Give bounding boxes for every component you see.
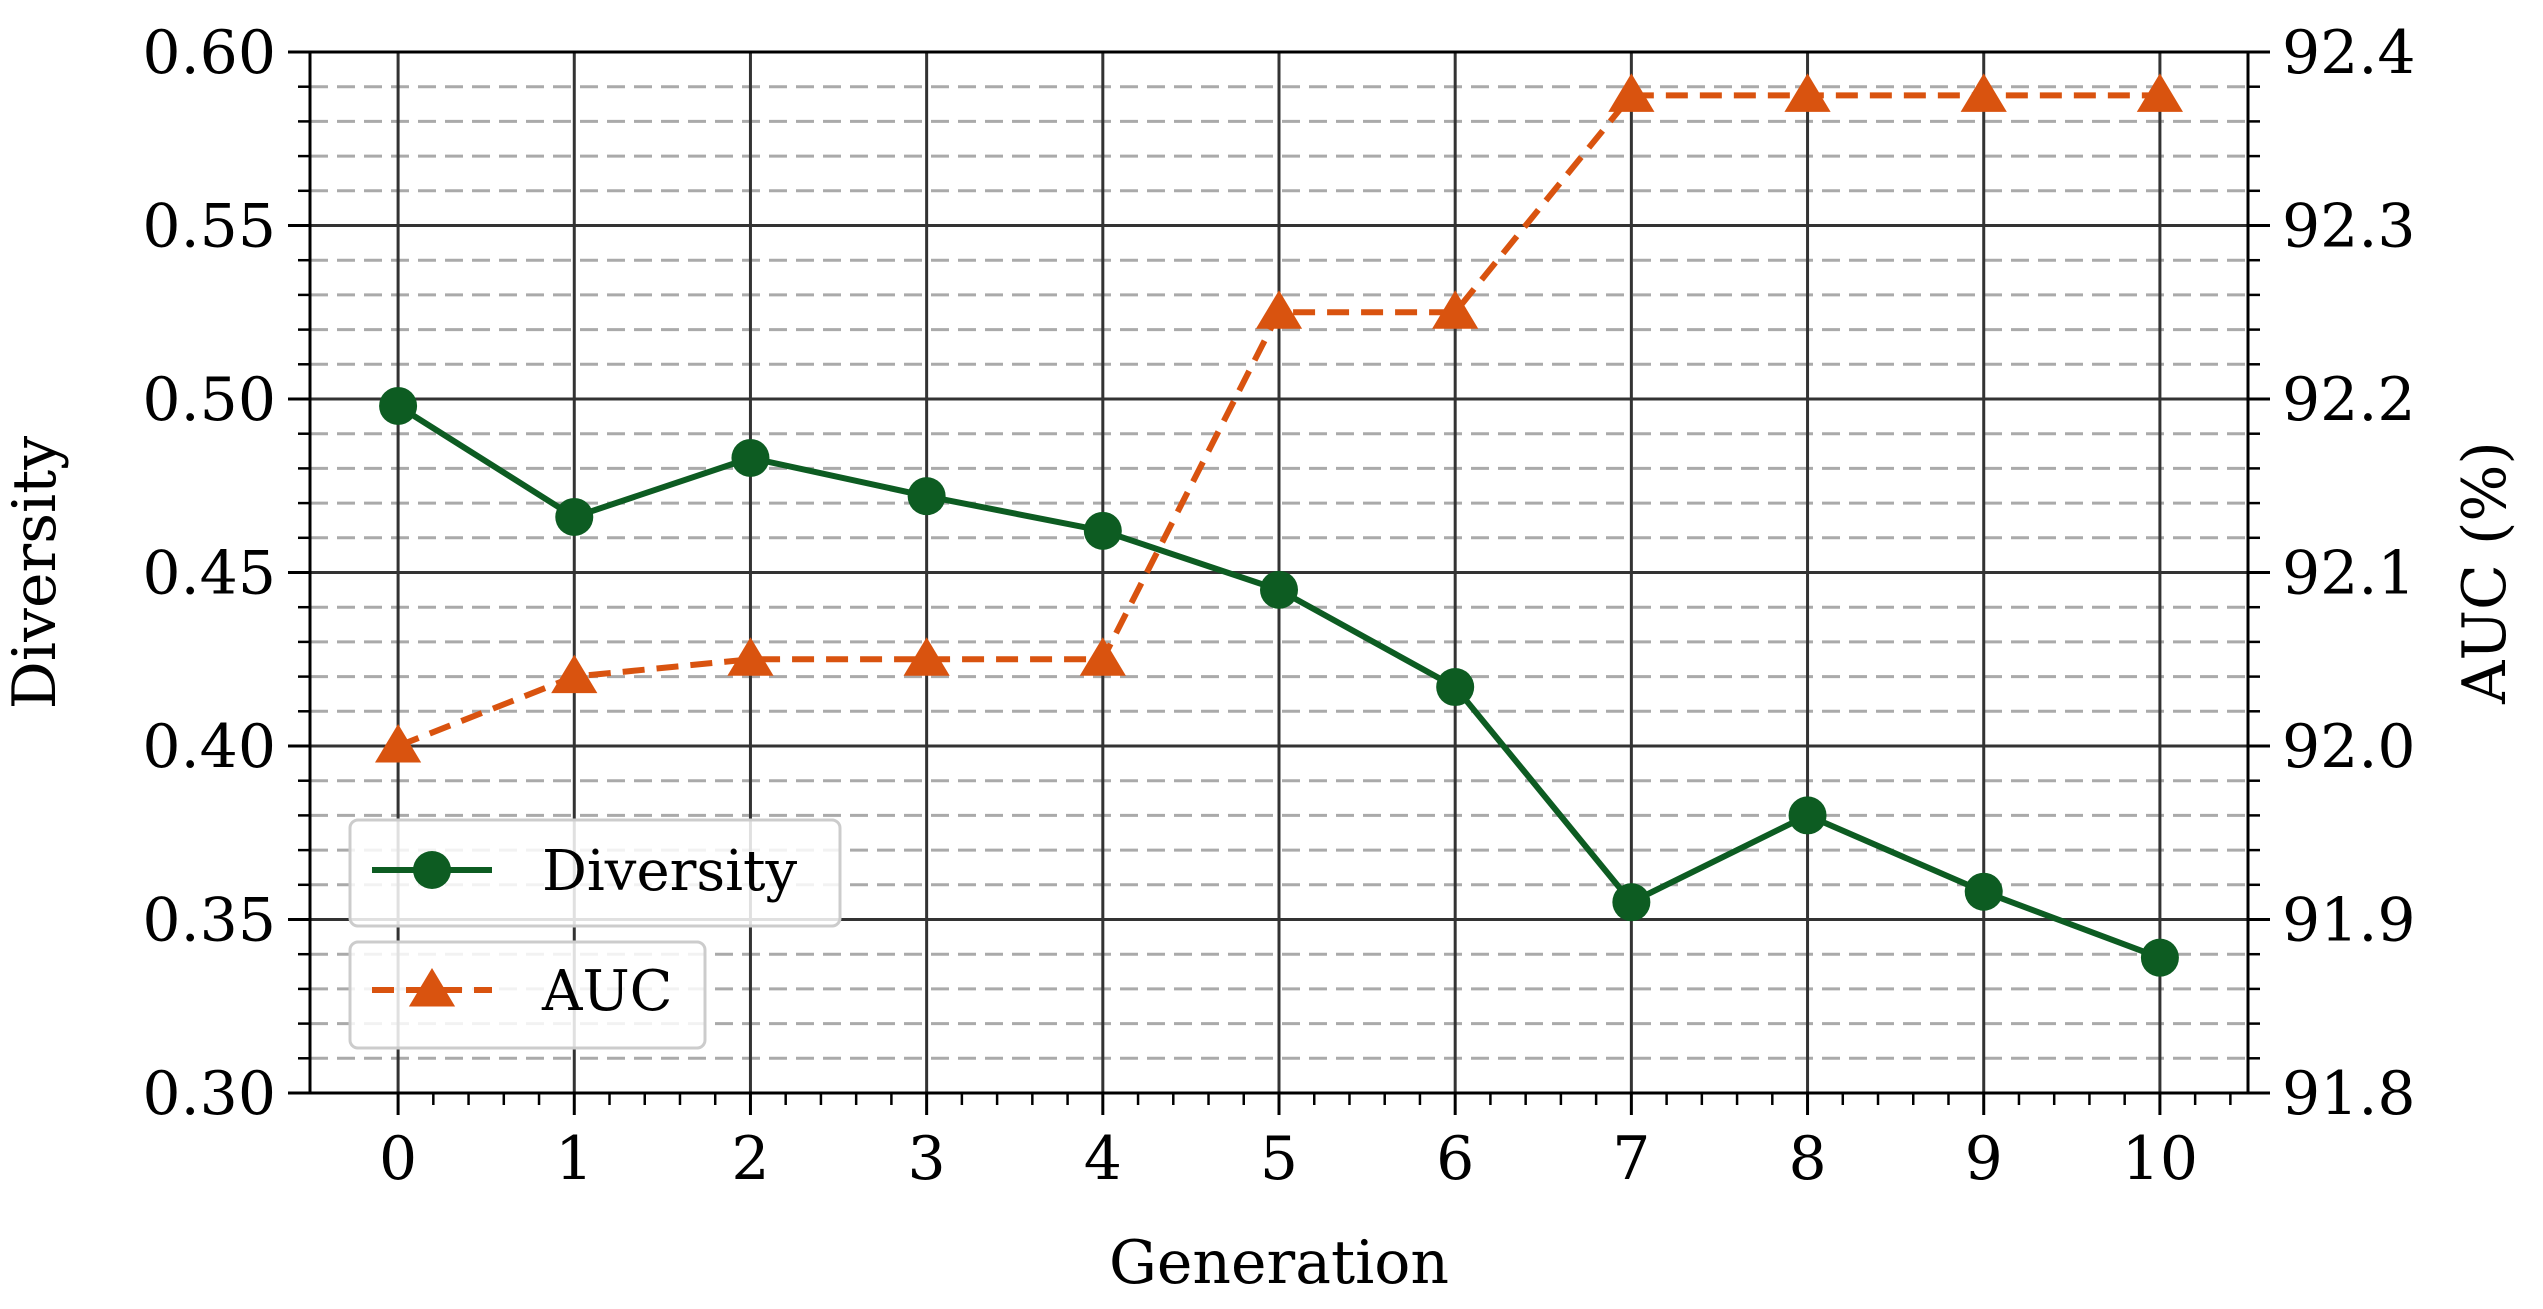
right-y-tick-label: 92.3 [2282,192,2416,262]
left-y-tick-label: 0.35 [142,886,276,956]
legend-marker-diversity [413,851,451,889]
tick-labels: 0.30 0.35 0.40 0.45 0.50 0.55 0.60 91.8 91.9 92.0… [142,18,2415,1194]
right-y-tick-label: 91.8 [2282,1059,2416,1129]
x-tick-label: 3 [908,1124,946,1194]
data-point-diversity [1612,883,1651,922]
x-tick-label: 5 [1260,1124,1298,1194]
x-tick-label: 2 [731,1124,769,1194]
right-y-axis-label: AUC (%) [2450,441,2520,705]
x-tick-label: 9 [1965,1124,2003,1194]
left-y-tick-label: 0.55 [142,192,276,262]
x-tick-label: 1 [555,1124,593,1194]
left-y-tick-label: 0.40 [142,712,276,782]
legend-marker-auc [408,968,456,1007]
data-point-auc [1432,290,1479,329]
x-tick-label: 0 [379,1124,417,1194]
x-tick-label: 6 [1436,1124,1474,1194]
data-point-auc [903,637,950,676]
data-point-auc [551,654,598,694]
data-point-diversity [907,477,946,516]
data-point-auc [1608,73,1655,112]
data-point-diversity [731,438,770,477]
right-y-tick-label: 92.4 [2282,18,2416,88]
right-y-tick-label: 92.2 [2282,365,2416,435]
left-y-tick-label: 0.45 [142,539,276,609]
data-point-diversity [1083,511,1122,550]
left-y-tick-label: 0.30 [142,1059,276,1129]
right-y-tick-label: 92.1 [2282,539,2416,609]
legend: Diversity AUC [348,818,842,1050]
x-tick-label: 7 [1612,1124,1650,1194]
legend-box-diversity [348,818,842,928]
left-y-tick-label: 0.50 [142,365,276,435]
legend-label-auc: AUC [541,959,672,1024]
series-layer [374,73,2184,977]
right-y-tick-label: 91.9 [2282,886,2416,956]
data-point-diversity [1964,872,2003,911]
left-y-axis-label: Diversity [0,436,70,709]
axis-ticks [288,50,2270,1115]
data-point-auc [2136,73,2184,112]
data-point-diversity [555,497,594,536]
legend-box-auc [348,940,707,1050]
left-y-tick-label: 0.60 [142,18,276,88]
data-point-diversity [2140,938,2179,977]
right-y-tick-label: 92.0 [2282,712,2416,782]
x-axis-label: Generation [1109,1228,1449,1298]
x-tick-label: 8 [1788,1124,1826,1194]
data-point-diversity [1260,570,1298,609]
legend-label-diversity: Diversity [542,839,798,904]
data-point-auc [1255,290,1303,329]
data-point-auc [374,724,422,763]
data-point-auc [1079,637,1126,676]
data-point-diversity [1436,668,1475,707]
data-point-auc [1960,73,2007,112]
data-point-diversity [379,386,418,425]
data-point-auc [727,637,774,676]
data-point-auc [1784,73,1831,112]
x-tick-label: 4 [1084,1124,1122,1194]
x-tick-label: 10 [2122,1124,2198,1194]
data-point-diversity [1788,796,1827,835]
